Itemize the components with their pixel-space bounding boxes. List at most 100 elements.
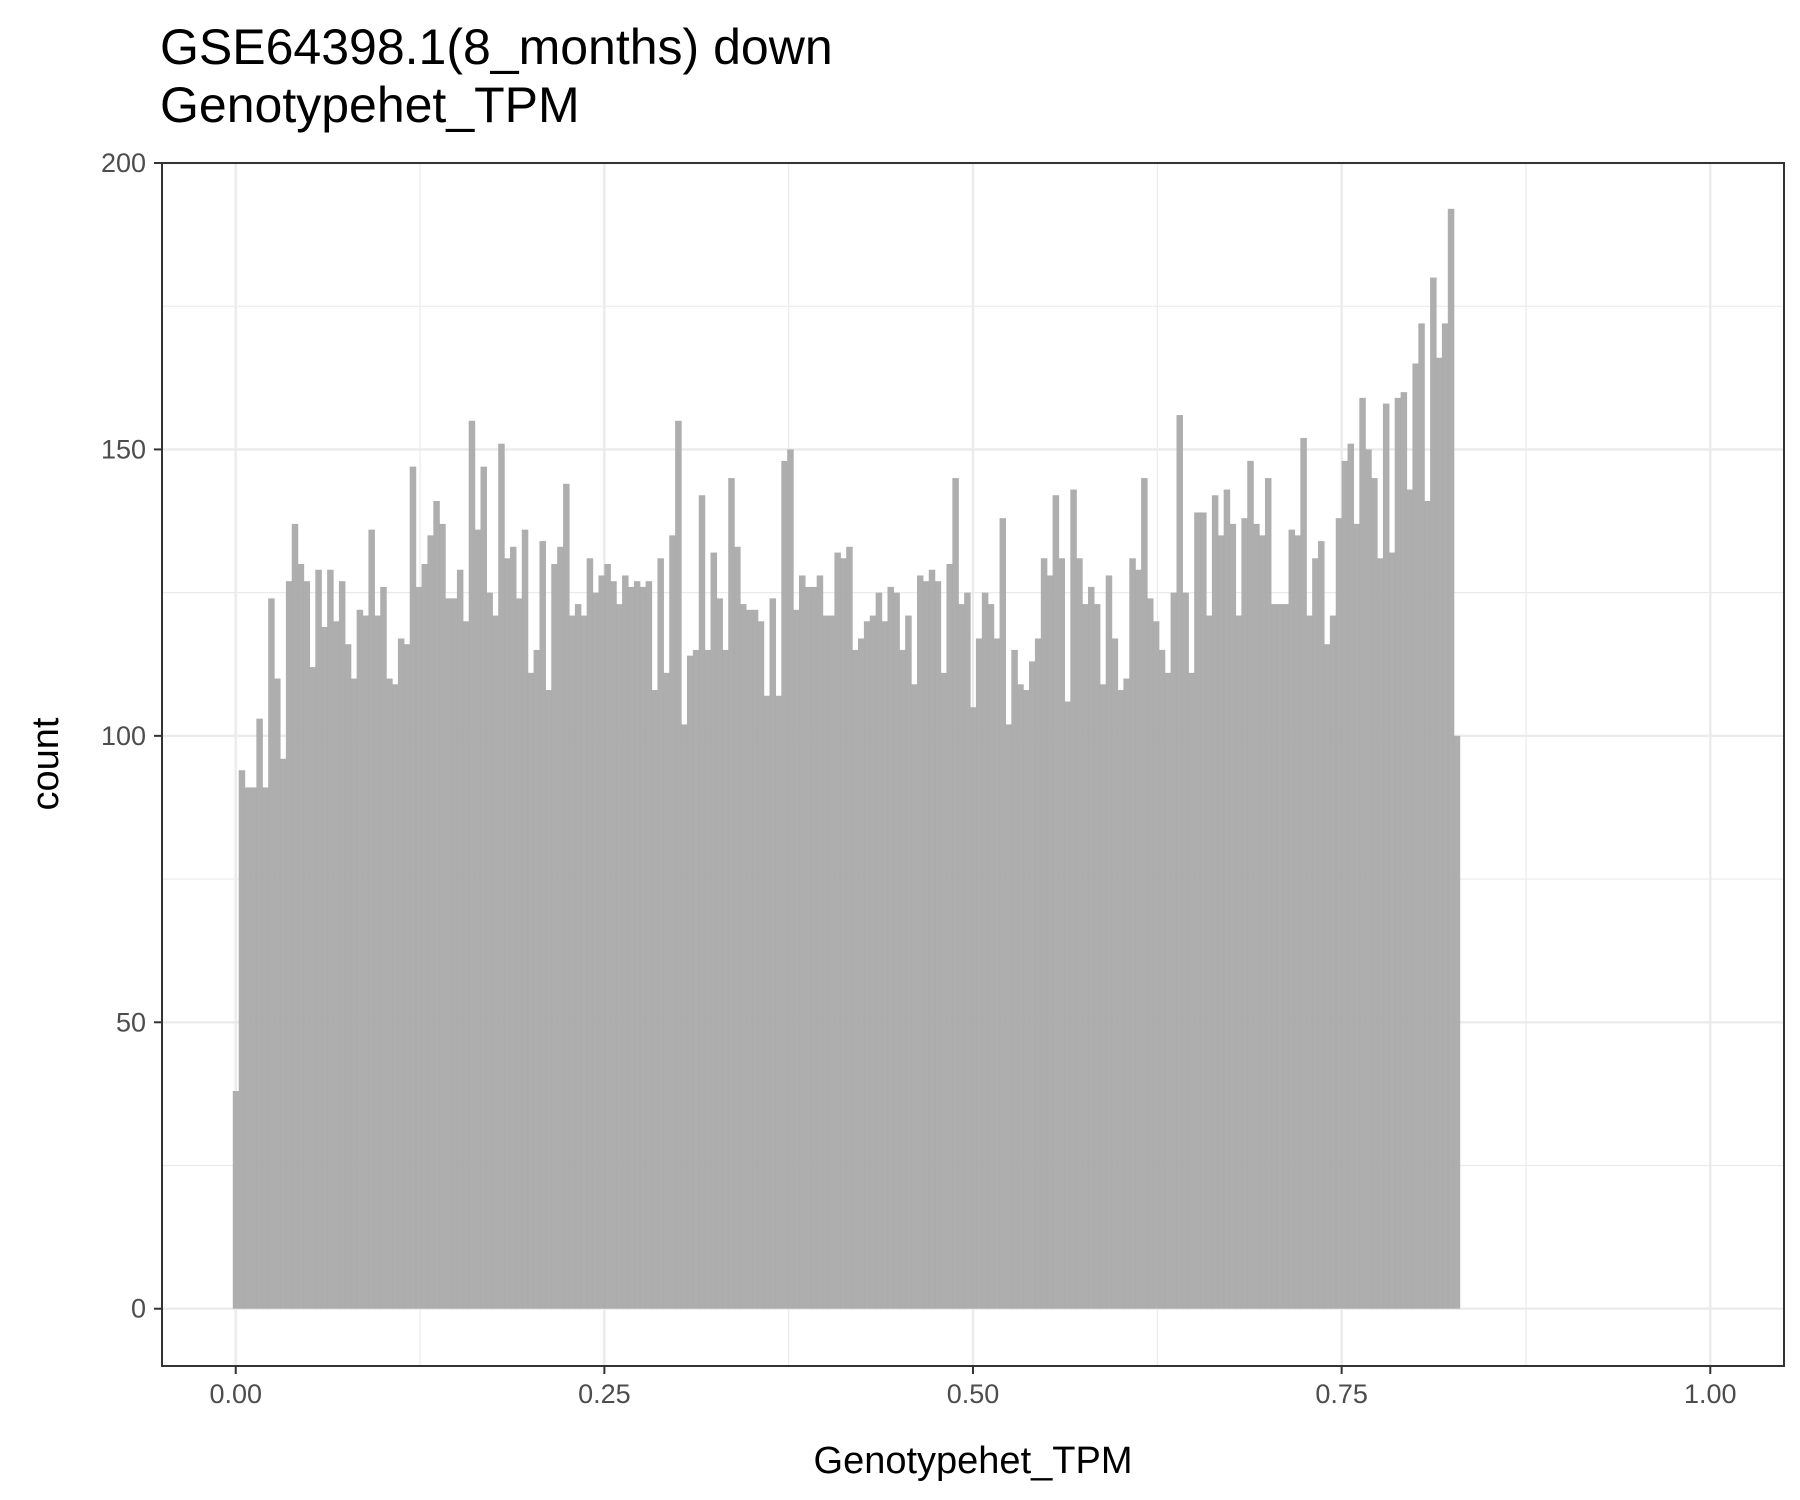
- x-axis: 0.00 0.25 0.50 0.75 1.00: [209, 1366, 1737, 1409]
- histogram-bar: [409, 466, 417, 1309]
- histogram-bar: [958, 604, 965, 1309]
- histogram-bar: [616, 604, 623, 1309]
- histogram-bar: [427, 535, 434, 1309]
- histogram-bar: [804, 586, 812, 1309]
- histogram-bar: [663, 672, 670, 1309]
- histogram-bar: [1406, 489, 1414, 1309]
- histogram-bar: [1034, 638, 1042, 1309]
- histogram-bar: [380, 586, 387, 1309]
- histogram-bar: [846, 546, 853, 1309]
- histogram-bar: [1188, 672, 1195, 1309]
- histogram-bar: [1070, 489, 1077, 1309]
- histogram-bar: [1076, 558, 1083, 1309]
- histogram-bar: [1294, 535, 1301, 1309]
- histogram-bar: [1158, 649, 1166, 1309]
- histogram-bar: [1365, 449, 1372, 1309]
- histogram-bar: [1135, 569, 1142, 1309]
- histogram-bar: [875, 592, 883, 1309]
- histogram-bar: [568, 615, 576, 1309]
- histogram-bar: [1335, 518, 1343, 1309]
- histogram-bar: [586, 558, 594, 1309]
- histogram-bar: [333, 621, 340, 1309]
- histogram-bar: [1300, 437, 1307, 1309]
- histogram-bar: [657, 558, 664, 1309]
- histogram-bar: [740, 604, 747, 1309]
- histogram-bar: [1205, 615, 1213, 1309]
- histogram-bar: [834, 552, 841, 1309]
- histogram-bar: [1394, 397, 1402, 1309]
- histogram-bar: [238, 770, 246, 1309]
- histogram-bar: [1194, 512, 1201, 1309]
- histogram-bar: [975, 638, 983, 1309]
- histogram-bar: [1093, 604, 1101, 1309]
- histogram-bar: [1270, 604, 1278, 1309]
- histogram-bar: [1141, 478, 1148, 1309]
- histogram-bar: [1430, 277, 1437, 1309]
- histogram-bar: [692, 649, 700, 1309]
- histogram-bar: [970, 707, 977, 1309]
- histogram-bar: [1082, 604, 1089, 1309]
- histogram-bar: [1217, 535, 1225, 1309]
- histogram-bar: [899, 649, 906, 1309]
- histogram-bar: [244, 787, 252, 1309]
- histogram-bar: [285, 581, 293, 1309]
- histogram-bar: [610, 581, 617, 1309]
- histogram-bar: [415, 586, 423, 1309]
- histogram-bar: [1017, 684, 1024, 1309]
- histogram-bar: [710, 552, 718, 1309]
- histogram-bar: [368, 529, 375, 1309]
- histogram-bar: [675, 420, 682, 1309]
- histogram-bar: [421, 564, 429, 1309]
- histogram-bar: [775, 695, 782, 1309]
- histogram-bar: [291, 523, 299, 1309]
- histogram-bar: [279, 758, 287, 1309]
- histogram-bar: [1211, 495, 1219, 1309]
- histogram-bar: [916, 575, 924, 1309]
- histogram-bar: [669, 535, 676, 1309]
- histogram-bar: [769, 598, 777, 1309]
- histogram-bar: [574, 604, 582, 1309]
- x-tick-label: 0.75: [1315, 1379, 1368, 1409]
- histogram-bar: [822, 615, 830, 1309]
- histogram-bar: [1282, 604, 1290, 1309]
- histogram-bar: [639, 586, 647, 1309]
- histogram-bar: [451, 598, 458, 1309]
- histogram-bar: [905, 615, 912, 1309]
- histogram-bar: [1170, 592, 1178, 1309]
- histogram-bar: [498, 443, 505, 1309]
- histogram-bar: [1388, 552, 1396, 1309]
- histogram-bar: [799, 575, 806, 1309]
- histogram-bar: [734, 546, 741, 1309]
- histogram-bar: [350, 678, 358, 1309]
- histogram-bar: [468, 420, 476, 1309]
- histogram-bar: [1347, 443, 1355, 1309]
- histogram-bar: [751, 609, 759, 1309]
- histogram-bar: [309, 667, 316, 1309]
- histogram-bar: [362, 615, 370, 1309]
- histogram-bar: [1223, 489, 1231, 1309]
- histogram-bar: [256, 718, 263, 1309]
- histogram-bar: [338, 581, 346, 1309]
- histogram-bar: [1418, 323, 1425, 1309]
- histogram-bar: [1099, 684, 1107, 1309]
- histogram-bar: [327, 569, 334, 1309]
- histogram-bar: [539, 541, 546, 1309]
- histogram-bar: [722, 649, 729, 1309]
- histogram-bar: [1200, 512, 1207, 1309]
- histogram-bar: [940, 672, 948, 1309]
- histogram-bar: [521, 529, 529, 1309]
- histogram-bar: [509, 546, 517, 1309]
- histogram-bar: [857, 638, 865, 1309]
- histogram-bar: [303, 581, 311, 1309]
- histogram-bar: [1129, 558, 1136, 1309]
- histogram-bar: [1176, 415, 1183, 1309]
- histogram-bar: [527, 672, 535, 1309]
- histogram-bar: [651, 690, 659, 1309]
- histogram-bar: [1412, 363, 1419, 1309]
- histogram-bar: [681, 724, 688, 1309]
- histogram-bar: [592, 592, 600, 1309]
- histogram-bar: [781, 460, 788, 1309]
- y-tick-label: 0: [131, 1294, 146, 1324]
- y-tick-label: 150: [101, 434, 146, 464]
